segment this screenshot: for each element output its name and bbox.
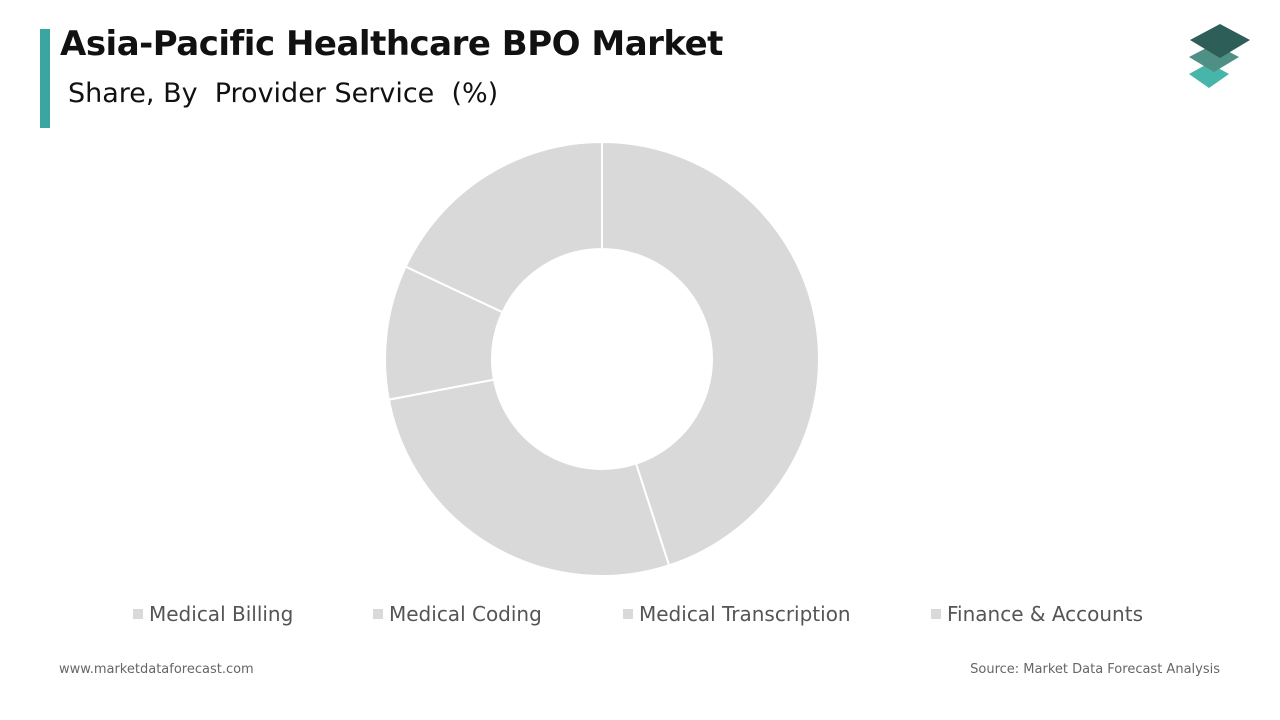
legend-swatch: [133, 609, 143, 619]
legend-swatch: [623, 609, 633, 619]
chart-legend: Medical Billing Medical Coding Medical Tra…: [0, 600, 1280, 630]
chart-subtitle: Share, By Provider Service (%): [68, 78, 499, 109]
legend-item: Medical Transcription: [623, 600, 851, 628]
legend-item: Medical Billing: [133, 600, 293, 628]
logo-layer-bottom: [1189, 63, 1229, 88]
donut-chart: [384, 140, 820, 577]
legend-item: Medical Coding: [373, 600, 542, 628]
chart-title: Asia-Pacific Healthcare BPO Market: [60, 24, 723, 64]
donut-slice-medical-billing: [601, 140, 820, 567]
logo-layer-top: [1190, 24, 1250, 58]
legend-swatch: [373, 609, 383, 619]
legend-swatch: [931, 609, 941, 619]
title-accent-bar: [40, 29, 50, 128]
footer-source: Source: Market Data Forecast Analysis: [970, 662, 1220, 677]
stacked-layers-logo-icon: [1189, 24, 1250, 88]
donut-slice-finance-accounts: [404, 140, 603, 314]
legend-label: Medical Transcription: [639, 602, 851, 626]
legend-label: Medical Billing: [149, 602, 294, 626]
footer-website: www.marketdataforecast.com: [59, 662, 254, 677]
legend-label: Medical Coding: [389, 602, 542, 626]
legend-item: Finance & Accounts: [931, 600, 1143, 628]
legend-label: Finance & Accounts: [947, 602, 1143, 626]
donut-slice-medical-coding: [387, 378, 671, 577]
